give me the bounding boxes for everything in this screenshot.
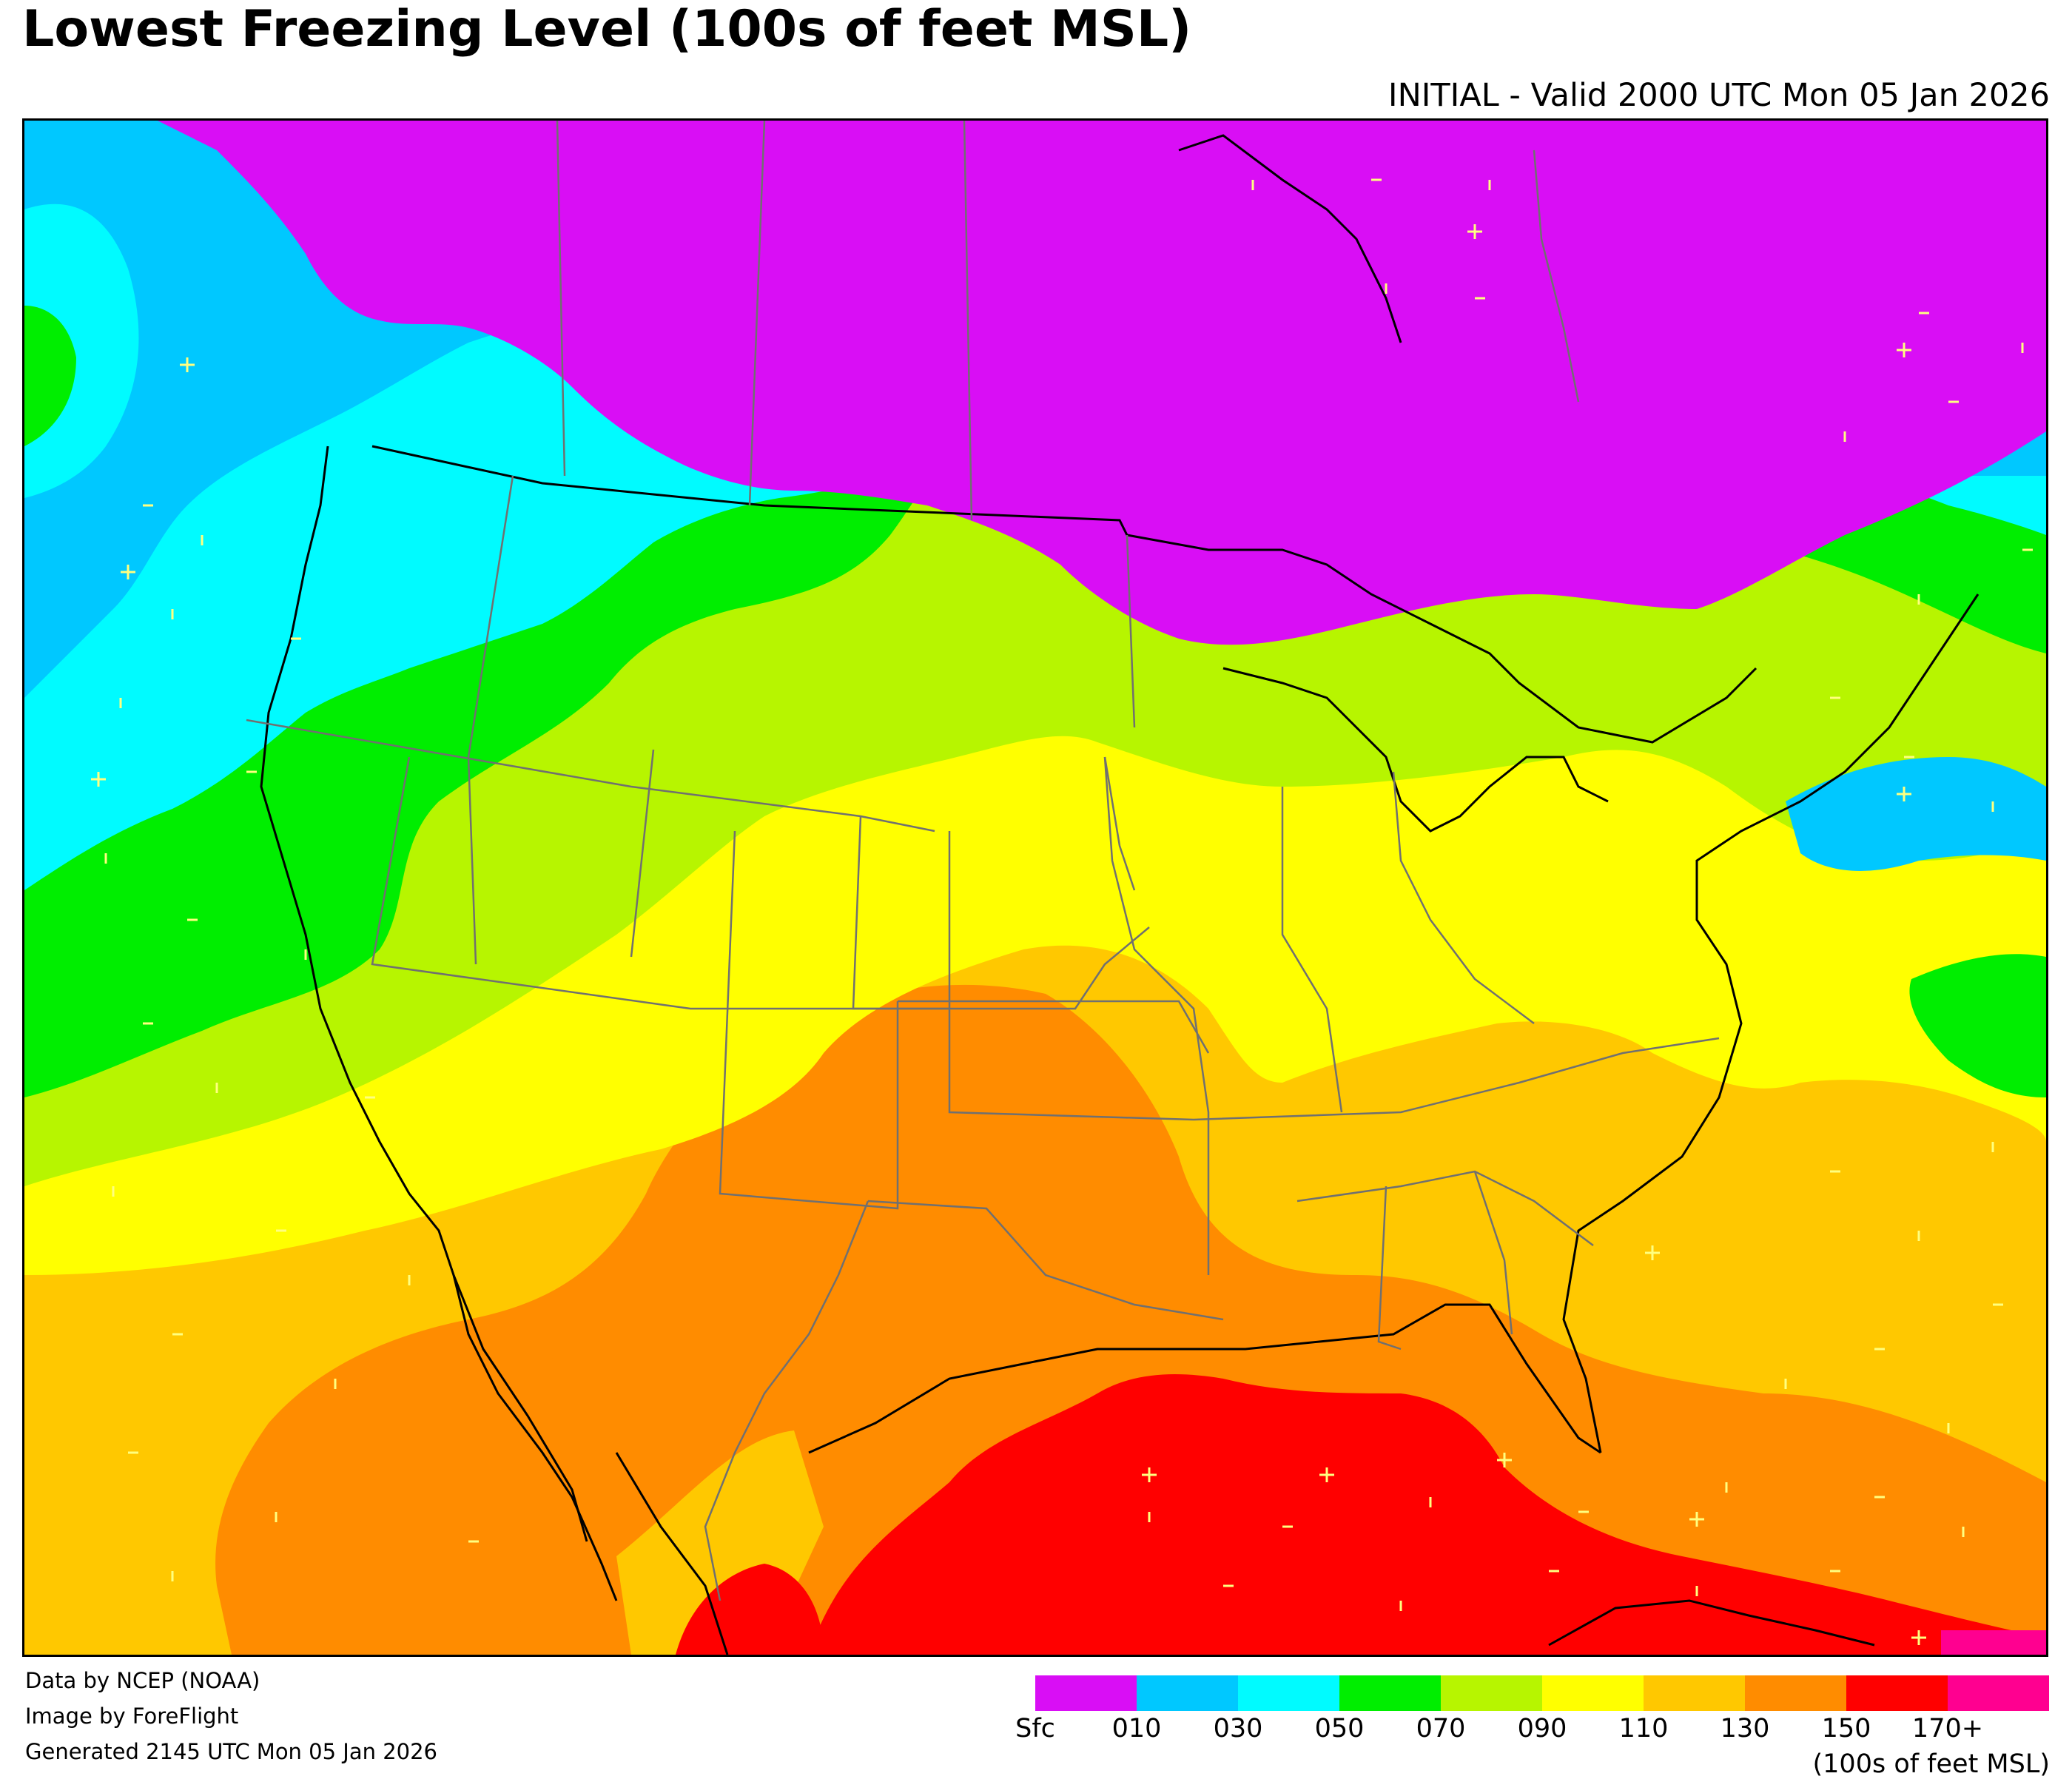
contour-070-pac — [24, 306, 76, 446]
us-canada-border — [371, 445, 1758, 744]
contour-070-atl — [1909, 954, 2046, 1097]
legend-swatch — [1137, 1675, 1238, 1711]
state-line — [1193, 1037, 1720, 1121]
contour-170-gulf — [809, 1374, 2046, 1655]
state-line — [1281, 787, 1343, 1113]
legend-swatch — [1542, 1675, 1644, 1711]
contour-sfc — [158, 121, 2046, 645]
freezing-level-map[interactable] — [22, 118, 2048, 1657]
state-line — [1103, 756, 1210, 1275]
map-title: Lowest Freezing Level (100s of feet MSL) — [22, 0, 1192, 58]
legend-color-bar — [1035, 1675, 2049, 1711]
state-line — [704, 1200, 870, 1601]
legend-swatch — [1948, 1675, 2049, 1711]
legend-label: Sfc — [1015, 1714, 1055, 1743]
hudson-bay — [1178, 134, 1402, 343]
state-boundaries — [246, 121, 1720, 1601]
credit-data: Data by NCEP (NOAA) — [25, 1668, 260, 1693]
legend-label: 070 — [1416, 1714, 1466, 1743]
state-line — [948, 831, 1194, 1121]
great-lakes — [1222, 667, 1609, 833]
state-line — [1377, 1186, 1402, 1351]
mexico-coast — [615, 1452, 729, 1655]
credit-generated: Generated 2145 UTC Mon 05 Jan 2026 — [25, 1739, 438, 1764]
legend-swatch — [1846, 1675, 1948, 1711]
legend-label: 090 — [1517, 1714, 1567, 1743]
map-canvas — [24, 121, 2046, 1655]
country-boundaries — [260, 134, 1980, 1655]
legend-label: 170+ — [1911, 1714, 1984, 1743]
contour-layers — [24, 121, 2046, 1655]
legend-label: 130 — [1720, 1714, 1770, 1743]
state-line — [246, 719, 935, 833]
legend-swatch — [1644, 1675, 1745, 1711]
state-line — [556, 121, 566, 477]
legend-units: (100s of feet MSL) — [1812, 1749, 2051, 1779]
state-line — [371, 756, 912, 1010]
legend-swatch — [1339, 1675, 1441, 1711]
wind-marks — [91, 178, 2033, 1645]
legend-label: 030 — [1213, 1714, 1263, 1743]
gulf-coast — [808, 1303, 1601, 1454]
state-line — [630, 749, 655, 958]
pacific-coast — [260, 445, 618, 1601]
contour-150-mex — [676, 1564, 824, 1655]
state-line — [1533, 149, 1580, 403]
valid-time: INITIAL - Valid 2000 UTC Mon 05 Jan 2026 — [1388, 77, 2050, 114]
legend-swatch — [1745, 1675, 1846, 1711]
state-line — [719, 830, 899, 1210]
legend-swatch — [1441, 1675, 1542, 1711]
legend-label: 050 — [1314, 1714, 1365, 1743]
baja-coast — [452, 1274, 588, 1542]
state-line — [1473, 1171, 1513, 1335]
credit-image: Image by ForeFlight — [25, 1704, 239, 1729]
legend-swatch — [1035, 1675, 1137, 1711]
state-line — [1103, 756, 1136, 891]
legend-label: 110 — [1618, 1714, 1669, 1743]
state-line — [898, 1000, 1210, 1054]
cuba-outline — [1548, 1599, 1875, 1647]
state-line — [912, 927, 1150, 1010]
legend-swatch — [1238, 1675, 1339, 1711]
state-line — [467, 475, 514, 965]
state-line — [867, 1200, 1224, 1321]
atlantic-coast — [1562, 593, 1980, 1453]
contour-150-sw — [267, 1340, 587, 1655]
legend-label: 010 — [1111, 1714, 1162, 1743]
state-line — [963, 121, 973, 521]
contour-050-pac — [24, 204, 139, 498]
contour-170-strip — [1941, 1630, 2046, 1655]
state-line — [748, 121, 766, 506]
legend-label: 150 — [1821, 1714, 1871, 1743]
state-line — [1392, 771, 1535, 1024]
contour-030-atl — [1786, 757, 2046, 871]
state-line — [1126, 534, 1136, 728]
